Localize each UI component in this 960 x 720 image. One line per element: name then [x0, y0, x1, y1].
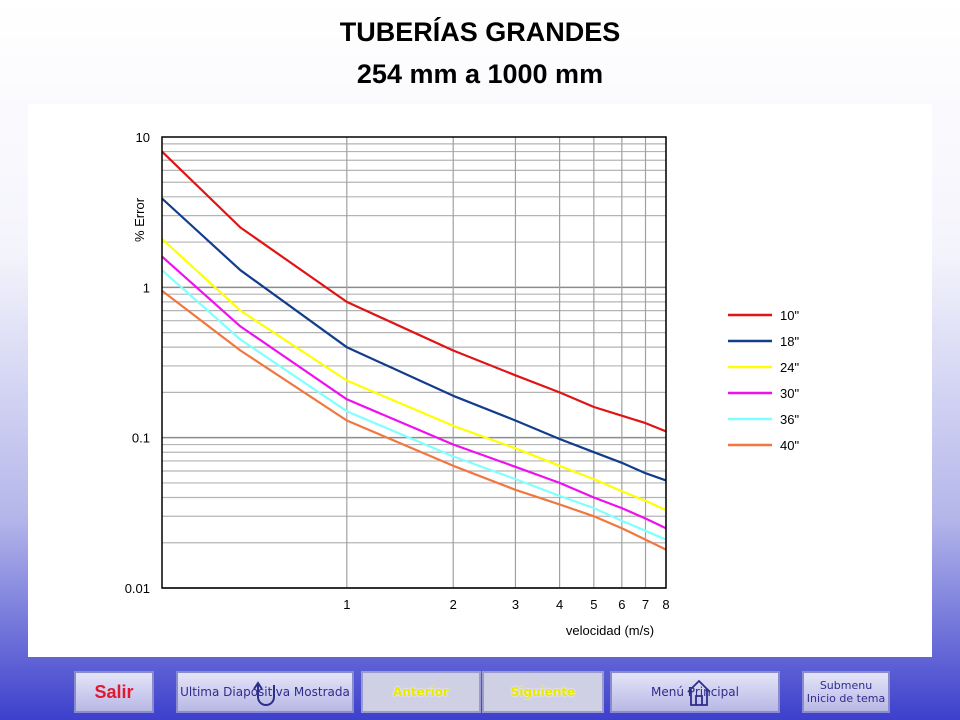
series-line — [161, 269, 667, 541]
x-tick-label: 8 — [662, 597, 669, 612]
x-tick-label: 3 — [512, 597, 519, 612]
series-line — [161, 197, 667, 482]
main-menu-label: Menú Principal — [651, 685, 739, 699]
exit-button[interactable]: Salir — [74, 671, 154, 713]
x-tick-label: 1 — [343, 597, 350, 612]
series-line — [161, 150, 667, 433]
grid-lines — [162, 137, 667, 589]
previous-button-label: Anterior — [393, 685, 449, 699]
last-viewed-slide-label: Ultima Diapositiva Mostrada — [180, 685, 350, 699]
legend-label: 24" — [780, 360, 799, 375]
submenu-label: Submenu — [819, 679, 873, 692]
x-axis-label: velocidad (m/s) — [566, 623, 654, 638]
slide-title: TUBERÍAS GRANDES — [339, 17, 621, 47]
next-button[interactable]: Siguiente — [482, 671, 604, 713]
legend-label: 18" — [780, 334, 799, 349]
x-tick-label: 4 — [556, 597, 563, 612]
legend-label: 40" — [780, 438, 799, 453]
x-tick-label: 2 — [450, 597, 457, 612]
y-tick-label: 0.01 — [125, 581, 150, 596]
main-menu-button[interactable]: Menú Principal — [610, 671, 780, 713]
y-tick-label: 0.1 — [132, 431, 150, 446]
return-arrow-icon — [253, 681, 275, 706]
plot-frame — [161, 136, 667, 589]
submenu-button[interactable]: Submenu Inicio de tema — [802, 671, 890, 713]
home-icon — [687, 679, 711, 706]
legend-label: 10" — [780, 308, 799, 323]
y-tick-label: 10 — [136, 130, 150, 145]
x-tick-label: 7 — [642, 597, 649, 612]
topic-start-label: Inicio de tema — [806, 692, 886, 705]
legend: 10" 18" 24" 30" 36" 40" — [728, 308, 799, 453]
slide-subtitle: 254 mm a 1000 mm — [356, 59, 604, 89]
series-lines — [161, 150, 667, 551]
previous-button[interactable]: Anterior — [361, 671, 481, 713]
series-line — [161, 289, 667, 551]
y-tick-labels: 10 1 0.1 0.01 — [125, 130, 150, 596]
exit-button-label: Salir — [94, 681, 134, 702]
next-button-label: Siguiente — [510, 685, 576, 699]
series-line — [161, 238, 667, 512]
y-tick-label: 1 — [143, 280, 150, 295]
last-viewed-slide-button[interactable]: Ultima Diapositiva Mostrada — [176, 671, 354, 713]
y-axis-label: % Error — [132, 197, 147, 242]
series-line — [161, 255, 667, 530]
x-tick-label: 5 — [590, 597, 597, 612]
x-tick-label: 6 — [618, 597, 625, 612]
legend-label: 36" — [780, 412, 799, 427]
legend-label: 30" — [780, 386, 799, 401]
